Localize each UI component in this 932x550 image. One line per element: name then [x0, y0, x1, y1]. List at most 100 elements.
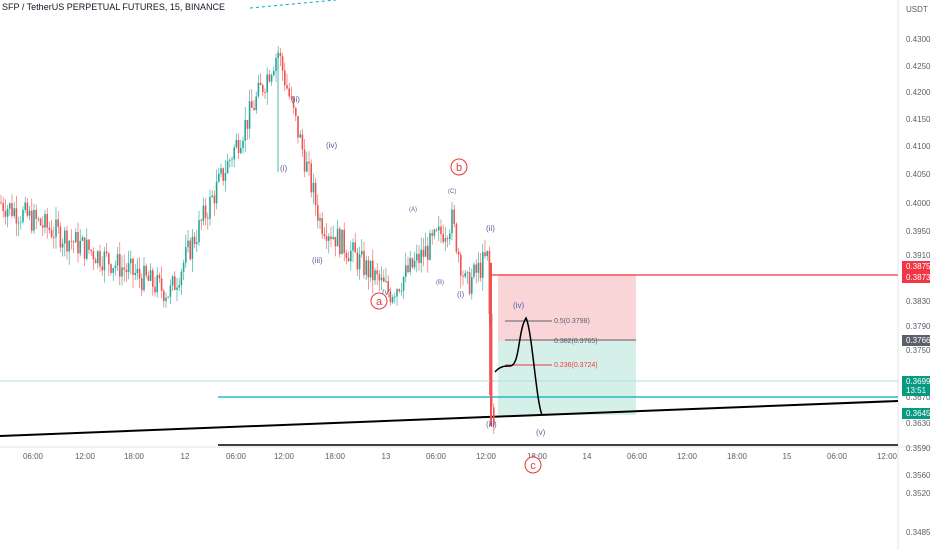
- candle-body: [6, 208, 9, 217]
- projection-path[interactable]: [494, 316, 543, 416]
- candle-body: [101, 266, 103, 271]
- candle-body: [26, 202, 29, 216]
- candle-body: [413, 260, 416, 268]
- candle-body: [114, 265, 117, 269]
- wave-label-ii: (ii): [291, 95, 300, 104]
- take-profit-zone[interactable]: [498, 341, 636, 415]
- wave-label-B: (B): [436, 280, 444, 286]
- candle-body: [182, 262, 185, 272]
- candle-body: [367, 260, 370, 278]
- candle-body: [81, 237, 84, 241]
- wave-label-iv: (iv): [326, 141, 337, 150]
- title-sep-1: ,: [164, 2, 170, 12]
- candle-body: [176, 287, 178, 290]
- time-tick-label: 06:00: [226, 452, 247, 461]
- price-tick-label: 0.3830: [906, 297, 931, 306]
- badge-entry: 0.3873: [902, 272, 931, 283]
- candle-body: [380, 277, 383, 281]
- circle-label-b: b: [450, 158, 468, 176]
- candle-body: [88, 239, 90, 250]
- candle-body: [53, 237, 55, 238]
- candle-body: [372, 260, 374, 281]
- candle-body: [123, 267, 125, 270]
- circle-label-c: c: [524, 456, 542, 474]
- candle-body: [119, 254, 121, 277]
- time-tick-label: 18:00: [325, 452, 346, 461]
- price-tick-label: 0.3790: [906, 322, 931, 331]
- candle-body: [323, 233, 326, 237]
- candle-body: [39, 218, 42, 226]
- candle-body: [358, 254, 361, 270]
- candle-body: [167, 296, 169, 298]
- candle-body: [475, 264, 477, 273]
- time-tick-label: 06:00: [23, 452, 44, 461]
- candle-body: [68, 240, 70, 252]
- candle-body: [273, 71, 275, 76]
- candle-body: [438, 226, 440, 231]
- candle-body: [42, 225, 44, 228]
- candle-body: [248, 101, 251, 129]
- candle-body: [334, 236, 337, 247]
- candle-body: [387, 281, 389, 293]
- candle-body: [231, 159, 233, 161]
- candle-body: [405, 265, 407, 277]
- candle-body: [471, 276, 473, 294]
- candle-body: [468, 272, 471, 294]
- candle-body: [156, 275, 158, 293]
- candle-body: [347, 258, 350, 262]
- candle-body: [215, 181, 218, 204]
- candle-body: [218, 173, 220, 182]
- candle-body: [204, 205, 207, 218]
- candle-body: [310, 163, 312, 193]
- price-axis-ticks: 0.4300 0.4250 0.4200 0.4150 0.4100 0.4050 0.40…: [906, 35, 931, 537]
- support-trendline[interactable]: [0, 400, 899, 437]
- price-tick-label: 0.4250: [906, 62, 931, 71]
- price-tick-label: 0.4000: [906, 199, 931, 208]
- candle-body: [191, 236, 194, 260]
- candle-body: [79, 240, 81, 254]
- fib-0-382-label: 0.382(0.3765): [554, 338, 598, 345]
- candle-body: [17, 222, 20, 224]
- candle-body: [295, 107, 297, 116]
- price-tick-label: 0.3520: [906, 489, 931, 498]
- candle-body: [429, 233, 431, 260]
- candle-body: [378, 274, 381, 281]
- badge-stop: 0.3875: [902, 261, 931, 272]
- candle-body: [46, 213, 48, 228]
- candle-body: [145, 265, 147, 276]
- candle-body: [396, 289, 398, 297]
- candle-body: [402, 276, 405, 291]
- candle-body: [22, 209, 24, 222]
- price-tick-label: 0.3590: [906, 444, 931, 453]
- svg-text:0.3645: 0.3645: [906, 409, 931, 418]
- candle-body: [336, 228, 339, 247]
- candle-body: [385, 281, 387, 282]
- candle-body: [163, 290, 165, 302]
- candle-body: [433, 229, 436, 236]
- wave-label-i-right: (i): [457, 290, 464, 299]
- candle-body: [361, 251, 363, 255]
- candle-body: [44, 213, 46, 228]
- candle-body: [185, 247, 187, 263]
- dashed-trendline[interactable]: [249, 0, 337, 9]
- candle-body: [345, 253, 348, 259]
- candle-body: [314, 182, 317, 206]
- candle-body: [94, 259, 97, 264]
- candle-body: [339, 228, 341, 255]
- candle-body: [451, 209, 453, 234]
- candle-body: [174, 276, 176, 290]
- wave-label-v-right: (v): [536, 428, 546, 437]
- wave-label-v: (v): [382, 288, 392, 297]
- candle-body: [136, 268, 139, 273]
- candle-body: [398, 289, 400, 292]
- svg-text:c: c: [530, 460, 536, 472]
- candle-body: [332, 236, 334, 239]
- candle-body: [288, 88, 290, 97]
- candle-body: [121, 267, 123, 277]
- stop-loss-zone[interactable]: [498, 274, 636, 341]
- candle-body: [138, 268, 141, 279]
- candle-body: [13, 208, 15, 216]
- candle-body: [125, 269, 128, 273]
